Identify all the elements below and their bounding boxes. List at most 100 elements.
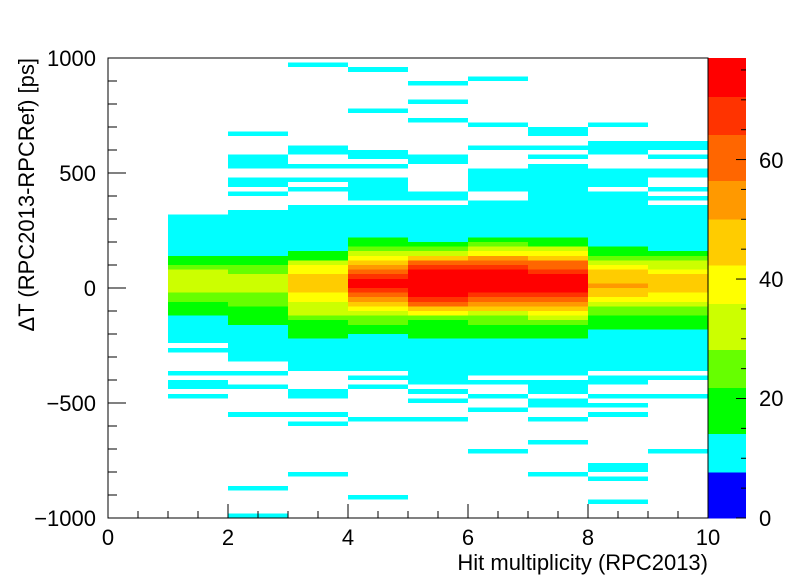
colorbar-segment <box>708 357 746 366</box>
heatmap-cell <box>348 205 408 210</box>
heatmap-cell <box>168 347 228 353</box>
heatmap-cell <box>288 334 348 339</box>
heatmap-cell <box>528 255 588 261</box>
heatmap-cell <box>288 228 348 233</box>
y-tick-label: −500 <box>46 391 96 416</box>
heatmap-cell <box>288 232 348 238</box>
heatmap-cell <box>648 347 708 353</box>
heatmap-cell <box>528 182 588 187</box>
x-axis-title: Hit multiplicity (RPC2013) <box>457 550 708 575</box>
heatmap-cell <box>408 306 468 311</box>
heatmap-cell <box>288 278 348 284</box>
heatmap-cell <box>528 246 588 252</box>
colorbar-segment <box>708 119 746 128</box>
heatmap-cell <box>228 324 288 330</box>
heatmap-cell <box>588 173 648 178</box>
heatmap-cell <box>588 375 648 380</box>
heatmap-cell <box>468 219 528 224</box>
heatmap-cell <box>528 154 588 160</box>
heatmap-cell <box>228 274 288 279</box>
heatmap-cell <box>348 154 408 160</box>
heatmap-cell <box>228 154 288 160</box>
heatmap-cell <box>168 334 228 339</box>
heatmap-cell <box>588 219 648 224</box>
heatmap-cell <box>228 214 288 219</box>
heatmap-cell <box>648 288 708 293</box>
heatmap-cell <box>588 334 648 339</box>
heatmap-cell <box>648 219 708 224</box>
heatmap-cell <box>588 242 648 247</box>
colorbar-segment <box>708 295 746 304</box>
heatmap-cell <box>588 324 648 330</box>
colorbar-segment <box>708 150 746 159</box>
colorbar-segment <box>708 280 746 289</box>
heatmap-cell <box>408 191 468 196</box>
colorbar-segment <box>708 303 746 312</box>
heatmap-cell <box>228 131 288 137</box>
colorbar-segment <box>708 418 746 427</box>
heatmap-cell <box>468 242 528 247</box>
heatmap-cell <box>648 274 708 279</box>
heatmap-cell <box>528 278 588 284</box>
heatmap-cell <box>468 145 528 150</box>
heatmap-cell <box>648 209 708 215</box>
colorbar-segment <box>708 456 746 465</box>
heatmap-cell <box>348 269 408 275</box>
heatmap-cell <box>528 168 588 173</box>
heatmap-cell <box>408 334 468 339</box>
heatmap-cell <box>408 324 468 330</box>
heatmap-cell <box>648 269 708 275</box>
heatmap-cell <box>468 237 528 242</box>
colorbar-segment <box>708 65 746 74</box>
heatmap-cell <box>588 292 648 298</box>
heatmap-cell <box>588 182 648 187</box>
heatmap-cell <box>168 232 228 238</box>
heatmap-cell <box>408 223 468 229</box>
heatmap-cell <box>408 366 468 371</box>
heatmap-cell <box>408 232 468 238</box>
heatmap-cell <box>528 131 588 137</box>
heatmap-cell <box>168 311 228 316</box>
heatmap-cell <box>468 449 528 454</box>
heatmap-cell <box>408 311 468 316</box>
heatmap-cell <box>408 205 468 210</box>
heatmap-cell <box>528 269 588 275</box>
heatmap-cell <box>648 251 708 256</box>
heatmap-cell <box>648 375 708 380</box>
heatmap-cell <box>408 255 468 261</box>
heatmap-cell <box>528 301 588 307</box>
heatmap-cell <box>408 159 468 164</box>
heatmap-cell <box>588 297 648 302</box>
heatmap-cell <box>408 361 468 367</box>
heatmap-cell <box>408 251 468 256</box>
heatmap-cell <box>408 242 468 247</box>
colorbar-segment <box>708 318 746 327</box>
heatmap-cell <box>168 283 228 288</box>
colorbar-segment <box>708 142 746 151</box>
heatmap-cell <box>288 357 348 362</box>
heatmap-cell <box>408 297 468 302</box>
heatmap-cell <box>288 186 348 192</box>
heatmap-cell <box>588 329 648 334</box>
y-tick-label: 0 <box>84 276 96 301</box>
heatmap-cell <box>528 370 588 376</box>
heatmap-cell <box>408 81 468 86</box>
heatmap-cell <box>588 237 648 242</box>
heatmap-cell <box>528 320 588 325</box>
heatmap-cell <box>228 288 288 293</box>
heatmap-cell <box>468 260 528 265</box>
heatmap-cell <box>648 228 708 233</box>
heatmap-cell <box>468 347 528 353</box>
heatmap-cell <box>468 297 528 302</box>
heatmap-cell <box>288 324 348 330</box>
x-tick-label: 10 <box>696 525 720 550</box>
heatmap-cell <box>528 265 588 270</box>
heatmap-cell <box>348 251 408 256</box>
heatmap-cell <box>528 403 588 408</box>
heatmap-cell <box>348 292 408 298</box>
colorbar-segment <box>708 410 746 419</box>
heatmap-cell <box>348 150 408 155</box>
heatmap-cell <box>648 223 708 229</box>
heatmap-cell <box>588 209 648 215</box>
heatmap-cell <box>288 260 348 265</box>
